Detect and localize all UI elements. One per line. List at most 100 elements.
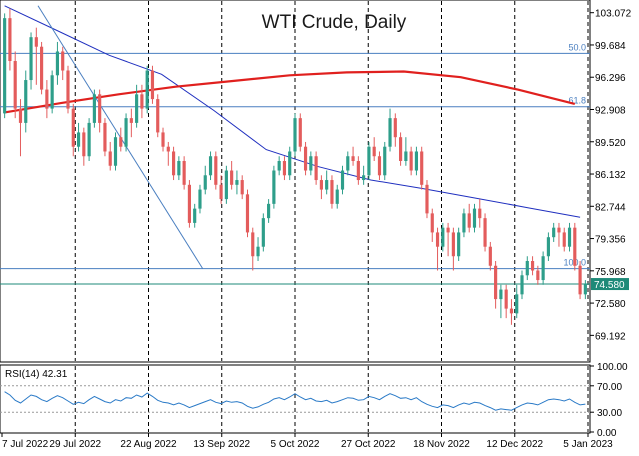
candle-body: [573, 227, 577, 266]
candle-body: [377, 156, 382, 176]
candle-body: [362, 175, 366, 181]
candle-body: [98, 94, 102, 123]
candle-body: [462, 213, 466, 233]
candle-body: [504, 289, 508, 309]
candle-body: [557, 227, 561, 233]
candle-body: [430, 213, 434, 233]
candle-body: [45, 89, 49, 109]
candle-body: [224, 170, 228, 200]
candle-body: [309, 156, 313, 171]
candle-body: [409, 151, 413, 171]
candle-body: [435, 232, 440, 247]
candle-body: [583, 284, 587, 295]
candle-body: [251, 232, 255, 257]
x-tick-label: 13 Sep 2022: [193, 439, 250, 450]
candle-body: [66, 70, 70, 109]
candle-body: [325, 180, 329, 190]
candle-body: [214, 156, 218, 185]
rsi-axis: 100.00 70.00 30.00 0.00: [590, 362, 628, 439]
candle-body: [92, 94, 96, 123]
candle-body: [546, 237, 550, 257]
y-tick-label: 72.580: [595, 299, 626, 310]
candle-body: [219, 184, 223, 200]
x-tick-label: 27 Oct 2022: [341, 439, 396, 450]
x-tick-label: 18 Nov 2022: [413, 439, 470, 450]
candle-body: [425, 184, 429, 214]
candle-body: [393, 118, 397, 138]
x-tick-label: 22 Aug 2022: [120, 439, 177, 450]
candle-body: [87, 122, 91, 157]
candle-body: [71, 108, 75, 147]
y-tick-label: 99.684: [595, 41, 626, 52]
x-tick-label: 12 Dec 2022: [486, 439, 543, 450]
x-tick-label: 7 Jul 2022: [2, 439, 49, 450]
candle-body: [166, 146, 170, 152]
candle-body: [140, 94, 144, 109]
candle-body: [467, 213, 471, 228]
candle-body: [124, 118, 128, 147]
price-axis: 103.072 99.684 96.296 92.908 89.520 86.132 82.…: [590, 9, 632, 342]
candle-body: [399, 137, 403, 161]
vertical-gridlines: [74, 1, 589, 432]
candle-body: [245, 194, 250, 233]
candle-body: [478, 208, 482, 219]
candle-body: [108, 151, 112, 166]
candle-body: [319, 180, 323, 190]
candle-body: [383, 146, 387, 176]
candle-body: [451, 232, 455, 257]
rsi-tick-label: 100.00: [597, 362, 628, 373]
candle-body: [314, 156, 318, 181]
candle-body: [483, 218, 487, 247]
x-tick-label: 5 Jan 2023: [563, 439, 613, 450]
rsi-tick-label: 70.00: [597, 382, 622, 393]
y-tick-label: 69.192: [595, 331, 626, 342]
candle-body: [113, 137, 118, 166]
candle-body: [346, 156, 350, 171]
last-price-tag: 74.580: [591, 278, 629, 291]
candle-body: [272, 170, 276, 204]
candle-body: [367, 146, 371, 176]
candle-body: [562, 232, 566, 247]
candle-body: [457, 232, 461, 257]
y-tick-label: 96.296: [595, 73, 626, 84]
candle-body: [76, 132, 81, 147]
candle-body: [161, 132, 165, 147]
candle-body: [61, 51, 65, 71]
candle-body: [187, 184, 191, 223]
rsi-series: [0, 385, 590, 413]
candle-body: [50, 75, 54, 109]
time-axis: 7 Jul 2022 29 Jul 2022 22 Aug 2022 13 Sep 2…: [1, 433, 613, 450]
candle-body: [356, 161, 360, 181]
candle-body: [119, 137, 123, 147]
x-tick-label: 5 Oct 2022: [271, 439, 320, 450]
candle-body: [8, 18, 12, 61]
candle-body: [340, 170, 345, 190]
candle-body: [3, 18, 7, 114]
candle-body: [267, 203, 271, 219]
last-price-label: 74.580: [594, 280, 625, 291]
candle-body: [446, 227, 450, 233]
candle-body: [414, 151, 419, 171]
level-label: 50.0: [568, 42, 586, 52]
x-tick-label: 29 Jul 2022: [49, 439, 101, 450]
candle-body: [193, 208, 197, 223]
candle-body: [552, 227, 556, 238]
candle-body: [472, 208, 477, 228]
rsi-tick-label: 30.00: [597, 408, 622, 419]
y-tick-label: 82.744: [595, 202, 626, 213]
chart-title: WTI Crude, Daily: [262, 12, 407, 33]
candle-body: [525, 261, 529, 276]
candle-body: [515, 294, 519, 314]
y-tick-label: 75.968: [595, 267, 626, 278]
candle-body: [520, 275, 524, 295]
candle-body: [351, 156, 355, 161]
y-tick-label: 86.132: [595, 170, 626, 181]
candle-body: [240, 180, 244, 195]
candle-body: [235, 180, 239, 185]
candle-body: [578, 265, 582, 295]
candle-body: [335, 189, 339, 204]
candle-body: [303, 146, 308, 171]
candle-body: [288, 151, 292, 176]
y-tick-label: 79.356: [595, 235, 626, 246]
